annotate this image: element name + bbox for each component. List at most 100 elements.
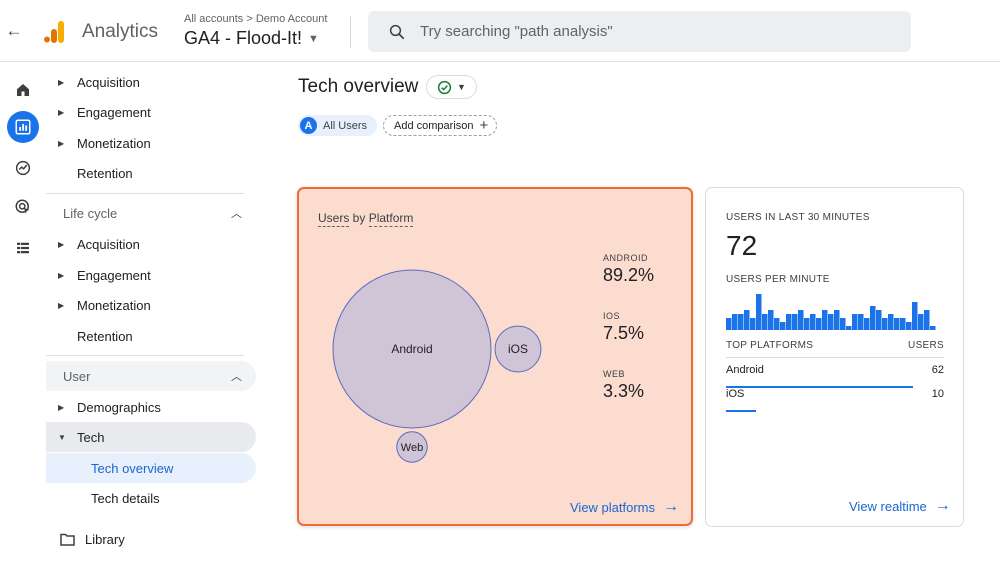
minute-bar[interactable] [828,314,834,330]
bubble-label: iOS [508,342,528,356]
minute-bar[interactable] [870,306,876,330]
minute-bar[interactable] [918,314,924,330]
row-share-bar [726,386,913,388]
bubble-label: Android [391,342,432,356]
minute-bar[interactable] [780,322,786,330]
section-life-cycle[interactable]: Life cycle ︿ [63,205,242,221]
advertising-icon[interactable] [7,191,39,223]
comparison-chips: A All Users Add comparison + [298,115,498,136]
legend-android: ANDROID 89.2% [603,253,655,285]
minute-bar[interactable] [762,314,768,330]
nav-library[interactable]: Library [60,532,125,547]
bubble-web[interactable] [396,431,428,463]
minute-bar[interactable] [726,318,732,330]
nav-tech-details[interactable]: Tech details [91,490,160,506]
nav-lifecycle-engagement[interactable]: ▶ Engagement [58,267,151,283]
analytics-logo-icon [44,21,64,43]
nav-monetization[interactable]: ▶ Monetization [58,135,151,151]
caret-down-icon: ▼ [457,82,466,92]
reports-icon[interactable] [7,111,39,143]
account-breadcrumb[interactable]: All accounts > Demo Account [184,13,328,25]
users-per-minute-chart [726,294,936,330]
minute-bar[interactable] [912,302,918,330]
minute-bar[interactable] [876,310,882,330]
bubble-ios[interactable] [494,325,542,373]
caret-down-icon: ▼ [308,32,319,45]
view-platforms-link[interactable]: View platforms → [570,498,680,515]
expand-arrow-icon: ▶ [58,77,65,87]
arrow-right-icon: → [934,497,951,514]
left-rail [0,62,46,578]
minute-bar[interactable] [858,314,864,330]
users-by-platform-card: Users by Platform Android iOS Web ANDROID … [297,187,693,526]
minute-bar[interactable] [768,310,774,330]
nav-tech[interactable]: ▼ Tech [46,422,256,452]
configure-icon[interactable] [7,232,39,264]
users-per-minute-label: USERS PER MINUTE [726,274,830,285]
expand-arrow-icon: ▶ [58,138,65,148]
plus-icon: + [479,117,489,134]
minute-bar[interactable] [846,326,852,330]
nav-engagement[interactable]: ▶ Engagement [58,104,151,120]
expand-arrow-icon: ▶ [58,270,65,280]
expand-arrow-icon: ▶ [58,300,65,310]
minute-bar[interactable] [894,318,900,330]
view-realtime-link[interactable]: View realtime → [849,497,951,514]
minute-bar[interactable] [864,318,870,330]
table-row[interactable]: Android 62 [726,364,944,388]
nav-lifecycle-retention[interactable]: Retention [77,328,133,344]
section-user[interactable]: User ︿ [46,361,256,391]
minute-bar[interactable] [732,314,738,330]
minute-bar[interactable] [834,310,840,330]
minute-bar[interactable] [882,318,888,330]
minute-bar[interactable] [798,310,804,330]
expand-arrow-icon: ▶ [58,239,65,249]
nav-acquisition[interactable]: ▶ Acquisition [58,74,140,90]
users-30min-label: USERS IN LAST 30 MINUTES [726,212,870,223]
minute-bar[interactable] [792,314,798,330]
dimension-label[interactable]: Platform [368,211,414,227]
minute-bar[interactable] [816,318,822,330]
divider [46,193,244,194]
card-title: Users by Platform [318,211,414,227]
collapse-arrow-icon: ▼ [58,432,66,442]
minute-bar[interactable] [900,318,906,330]
home-icon[interactable] [7,74,39,106]
all-users-chip[interactable]: A All Users [298,115,378,136]
minute-bar[interactable] [906,322,912,330]
nav-lifecycle-monetization[interactable]: ▶ Monetization [58,297,151,313]
nav-demographics[interactable]: ▶ Demographics [58,399,161,415]
search-bar[interactable] [368,11,911,52]
minute-bar[interactable] [810,314,816,330]
minute-bar[interactable] [840,318,846,330]
search-input[interactable] [420,23,860,40]
bubble-android[interactable] [332,269,492,429]
minute-bar[interactable] [804,318,810,330]
property-selector[interactable]: GA4 - Flood-It! ▼ [184,28,319,49]
arrow-right-icon: → [663,498,680,515]
minute-bar[interactable] [738,314,744,330]
minute-bar[interactable] [756,294,762,330]
minute-bar[interactable] [888,314,894,330]
add-comparison-button[interactable]: Add comparison + [383,115,498,136]
minute-bar[interactable] [786,314,792,330]
nav-retention[interactable]: Retention [77,165,133,181]
minute-bar[interactable] [924,310,930,330]
report-status-button[interactable]: ▼ [426,75,477,99]
minute-bar[interactable] [774,318,780,330]
explore-icon[interactable] [7,152,39,184]
nav-tech-overview[interactable]: Tech overview [46,453,256,483]
nav-lifecycle-acquisition[interactable]: ▶ Acquisition [58,236,140,252]
app-title: Analytics [82,21,159,42]
expand-arrow-icon: ▶ [58,402,65,412]
minute-bar[interactable] [744,310,750,330]
expand-arrow-icon: ▶ [58,107,65,117]
minute-bar[interactable] [930,326,936,330]
folder-icon [60,533,75,546]
back-arrow-icon[interactable]: ← [5,21,23,40]
metric-label[interactable]: Users [318,211,350,227]
minute-bar[interactable] [750,318,756,330]
minute-bar[interactable] [822,310,828,330]
minute-bar[interactable] [852,314,858,330]
table-row[interactable]: iOS 10 [726,388,944,412]
